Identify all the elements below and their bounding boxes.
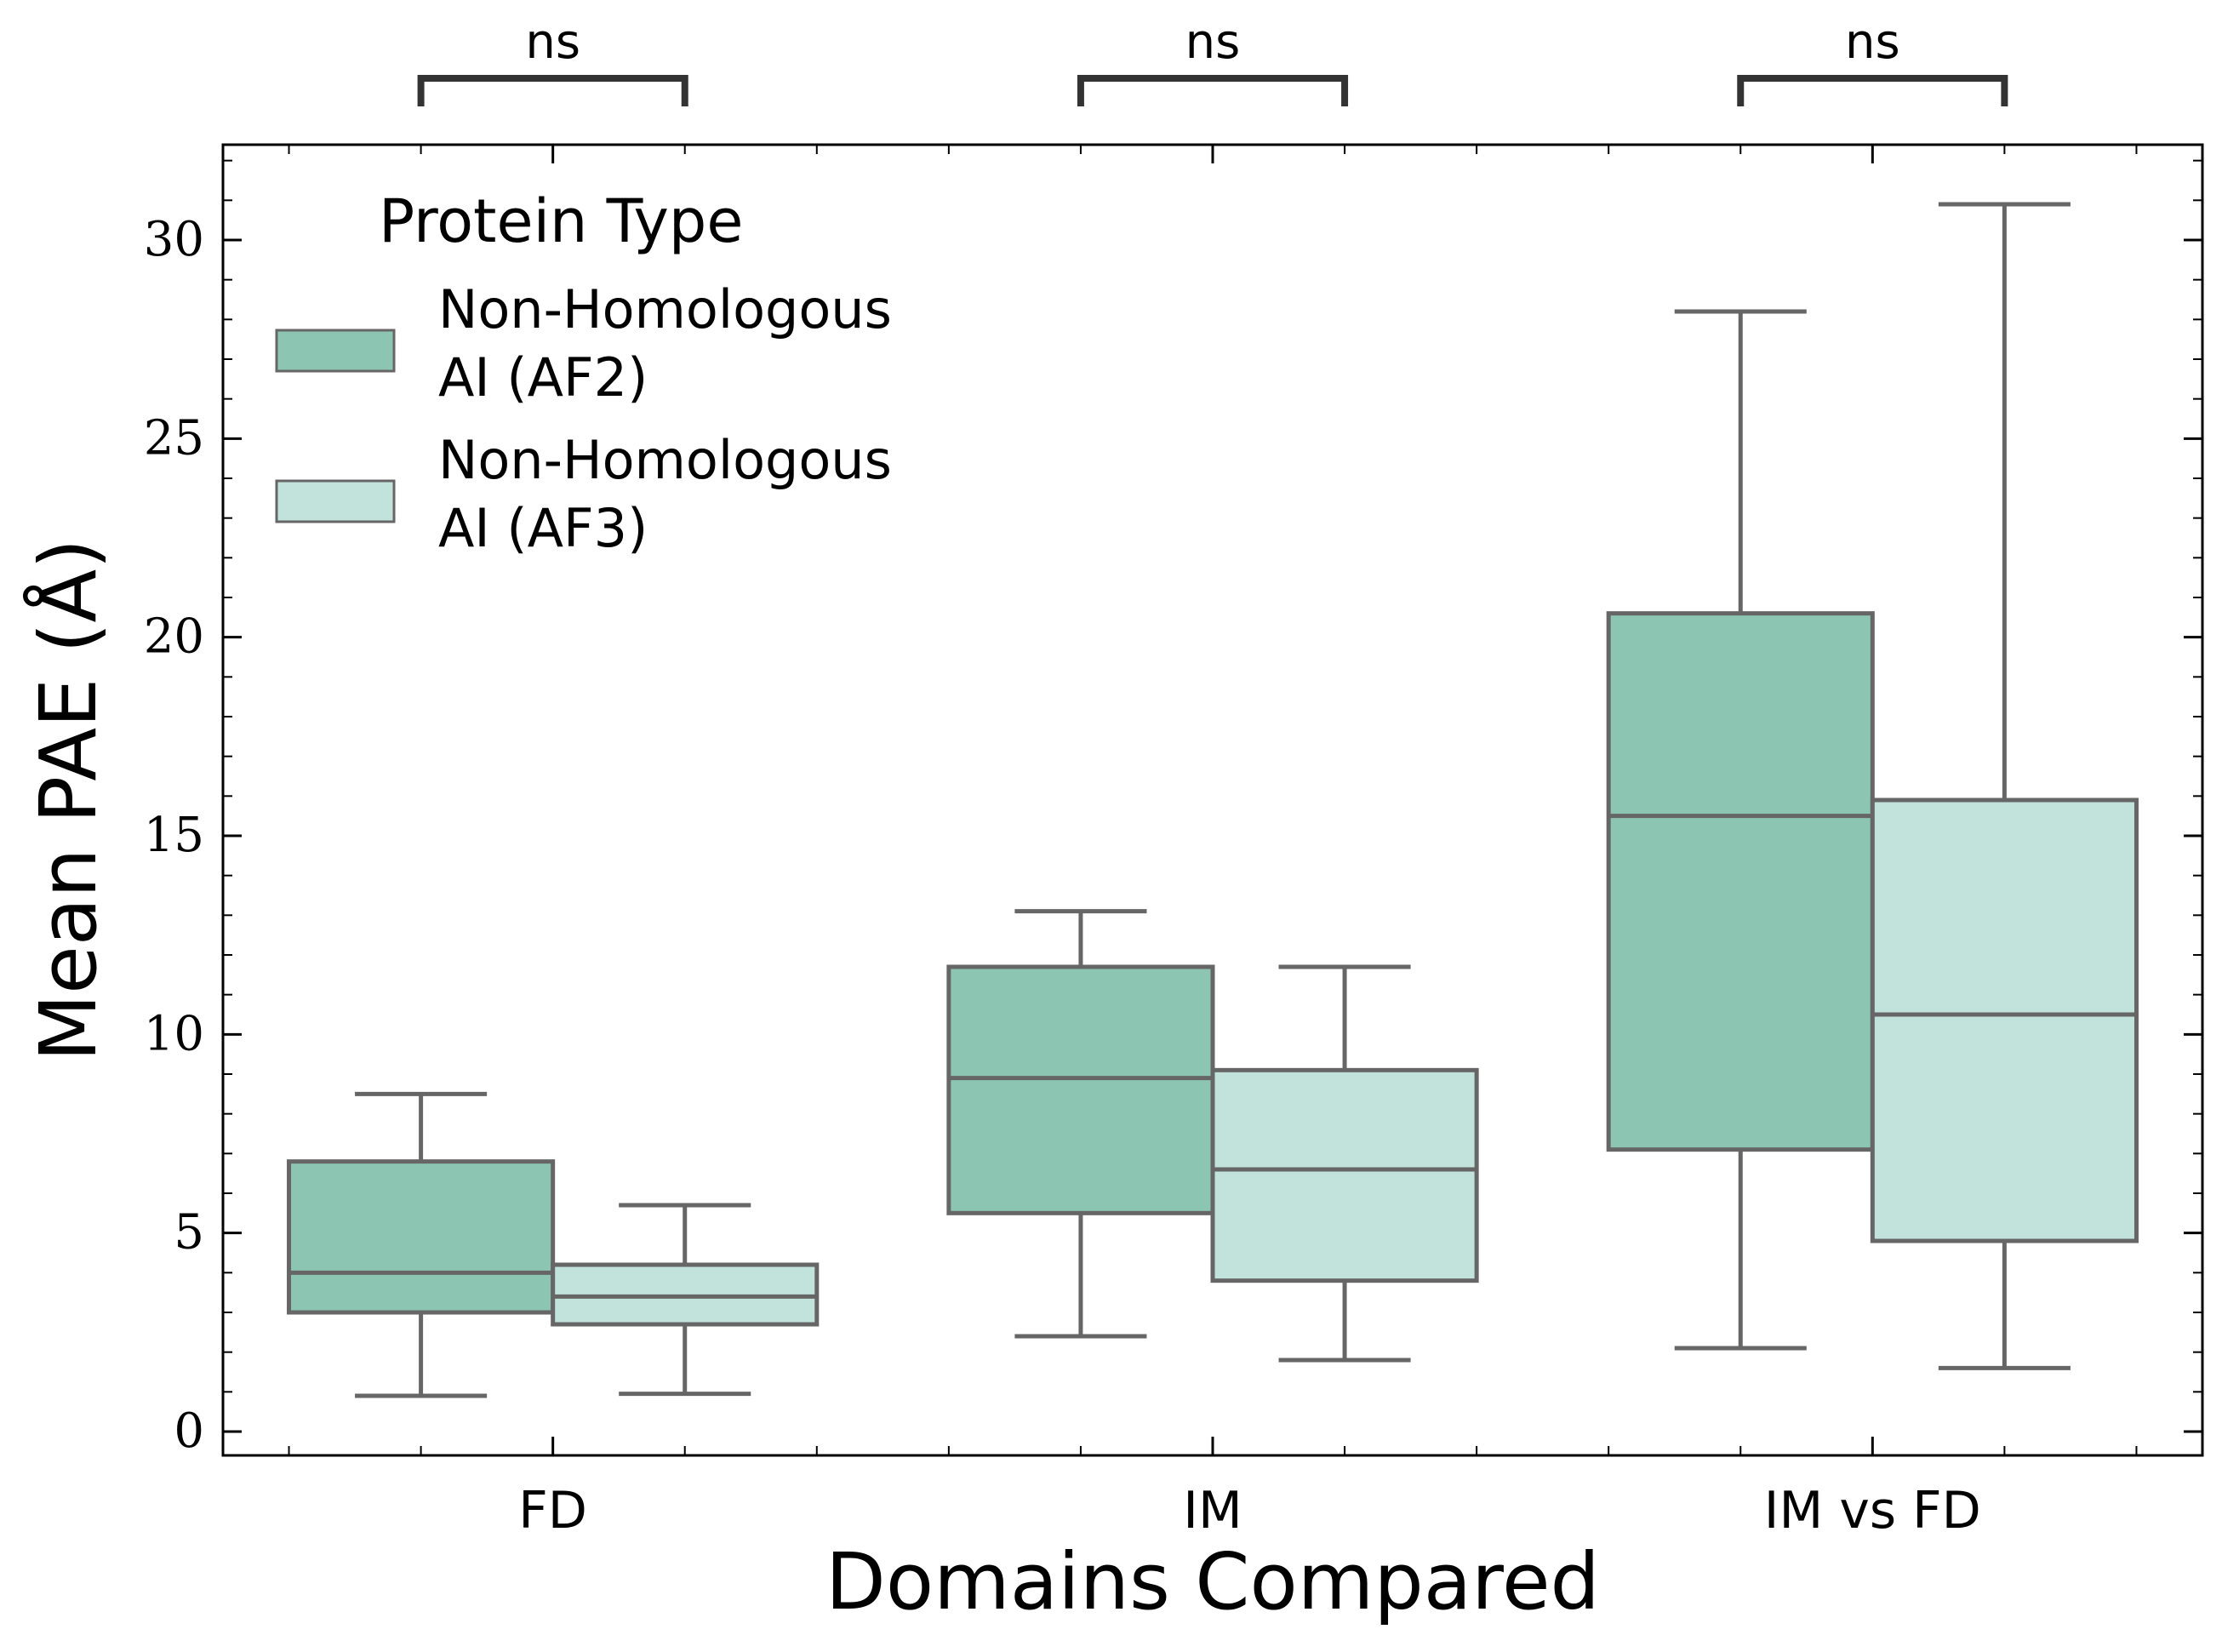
y-tick-label: 5 [174, 1205, 204, 1260]
y-axis-label: Mean PAE (Å) [22, 539, 114, 1062]
significance-label: ns [1185, 14, 1241, 70]
y-tick-label: 30 [144, 212, 204, 267]
box-iqr [287, 1159, 556, 1315]
box-iqr [1870, 797, 2139, 1243]
x-tick-label: IM [1183, 1481, 1242, 1541]
boxplot-1-2 [1870, 202, 2139, 1370]
box-iqr [946, 964, 1215, 1215]
significance-label: ns [525, 14, 580, 70]
x-tick-label: IM vs FD [1764, 1481, 1981, 1541]
legend-swatch-af2 [275, 329, 396, 373]
y-tick-label: 25 [144, 410, 204, 466]
significance-bracket [417, 75, 688, 106]
plot-frame [221, 143, 2204, 1457]
significance-bracket [1077, 75, 1349, 106]
legend-label-af2-line2: AI (AF2) [438, 346, 648, 409]
y-tick-label: 10 [144, 1006, 204, 1061]
y-tick-label: 0 [174, 1403, 204, 1459]
x-axis-ticks: FD IM IM vs FD [288, 145, 2138, 1541]
y-tick-label: 15 [144, 808, 204, 863]
significance-brackets: ns ns ns [417, 14, 2008, 106]
box-iqr [1210, 1067, 1479, 1283]
boxplot-0-0 [287, 1091, 556, 1398]
boxplot-1-0 [551, 1203, 820, 1397]
x-tick-label: FD [518, 1481, 587, 1541]
y-axis-ticks: 0 5 10 15 20 25 30 [144, 159, 2202, 1459]
significance-bracket [1737, 75, 2008, 106]
y-tick-label: 20 [144, 609, 204, 665]
significance-label: ns [1845, 14, 1900, 70]
legend-swatch-af3 [275, 479, 396, 523]
box-layer [287, 202, 2139, 1398]
box-iqr [1606, 611, 1875, 1152]
legend-title: Protein Type [379, 186, 743, 256]
boxplot-0-2 [1606, 309, 1875, 1351]
x-axis-label: Domains Compared [825, 1536, 1600, 1627]
legend-label-af3-line1: Non-Homologous [438, 429, 892, 491]
boxplot-1-1 [1210, 964, 1479, 1363]
legend: Protein Type Non-Homologous AI (AF2) Non… [275, 186, 892, 559]
legend-label-af2-line1: Non-Homologous [438, 278, 892, 340]
legend-label-af3-line2: AI (AF3) [438, 497, 648, 559]
